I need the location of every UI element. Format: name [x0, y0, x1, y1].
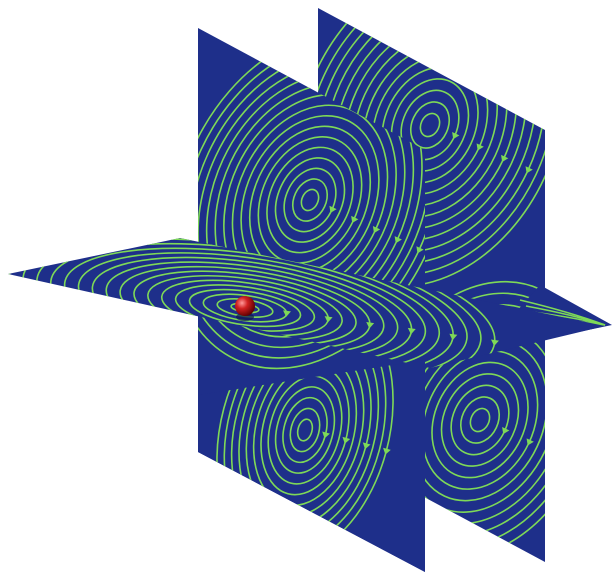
streamline-arrow-icon	[449, 333, 458, 341]
streamline-arrow-icon	[407, 327, 416, 335]
back-plane-streamline	[440, 373, 520, 467]
streamline-arrow-icon	[283, 310, 291, 317]
front-plane-streamline	[300, 188, 320, 212]
streamline-arrow-icon	[342, 436, 351, 444]
streamline-arrow-icon	[394, 236, 402, 244]
streamline-arrow-icon	[502, 427, 510, 435]
streamline-arrow-icon	[525, 166, 533, 174]
back-plane-streamline	[459, 396, 501, 444]
lower-plane-streamline	[267, 375, 343, 485]
streamline-arrow-icon	[324, 316, 333, 323]
lower-plane-streamline	[296, 418, 314, 442]
back-plane-streamline	[419, 112, 441, 138]
front-plane-streamline	[274, 157, 346, 243]
streamline-arrow-icon	[491, 339, 499, 347]
streamline-arrow-icon	[383, 447, 391, 455]
front-plane-streamline	[266, 146, 354, 254]
back-plane-streamline	[469, 407, 491, 433]
charge-sphere-icon	[235, 296, 255, 321]
streamline-arrow-icon	[476, 143, 484, 151]
streamline-arrow-icon	[372, 226, 381, 234]
streamline-arrow-icon	[452, 132, 460, 140]
streamline-arrow-icon	[526, 438, 534, 446]
streamline-arrow-icon	[351, 215, 359, 224]
streamline-arrow-icon	[362, 442, 371, 450]
streamline-arrow-icon	[329, 205, 337, 213]
streamline-arrow-icon	[501, 154, 509, 162]
front-plane-streamline	[291, 178, 329, 222]
streamline-arrow-icon	[322, 431, 330, 439]
back-plane-streamline	[431, 361, 529, 479]
horizontal-plane	[8, 238, 605, 368]
streamline-arrow-icon	[416, 246, 424, 254]
lower-plane-streamline	[289, 407, 321, 453]
horizontal-plane-streamline	[188, 288, 302, 328]
streamline-arrow-icon	[366, 322, 375, 329]
back-plane-streamline	[409, 101, 451, 149]
lower-plane-streamline	[274, 386, 336, 474]
